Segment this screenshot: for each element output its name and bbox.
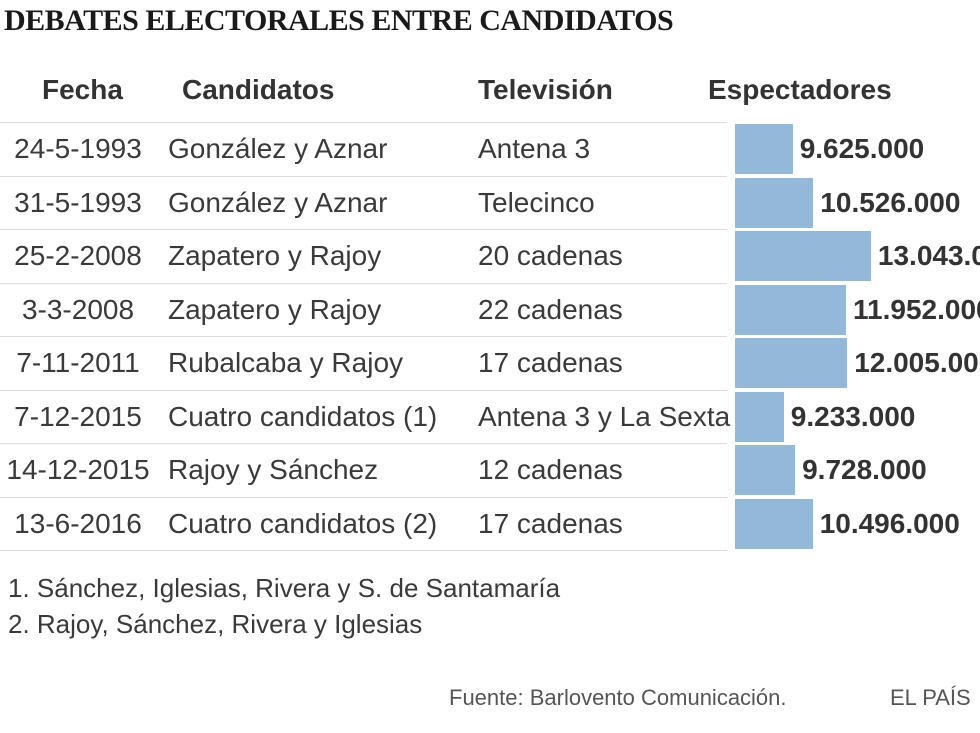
cell-fecha: 14-12-2015 — [6, 454, 150, 485]
row-divider — [0, 443, 727, 444]
row-divider — [0, 336, 727, 337]
cell-fecha: 3-3-2008 — [21, 293, 135, 325]
spectators-value-label: 12.005.000 — [854, 347, 980, 378]
cell-candidatos: González y Aznar — [168, 186, 388, 218]
spectators-bar — [735, 445, 796, 495]
table-row: 24-5-1993 González y Aznar Antena 3 9.625.0… — [0, 122, 980, 176]
cell-television: Antena 3 y La Sexta — [478, 400, 731, 432]
column-header-television: Televisión — [478, 74, 613, 105]
cell-television: 12 cadenas — [478, 454, 623, 485]
cell-television: 22 cadenas — [478, 293, 623, 325]
row-divider — [0, 122, 727, 123]
row-divider — [0, 389, 727, 391]
spectators-value-label: 9.233.000 — [790, 400, 916, 432]
cell-candidatos: González y Aznar — [168, 133, 388, 164]
cell-fecha: 24-5-1993 — [14, 133, 142, 164]
column-header-fecha: Fecha — [42, 74, 123, 105]
cell-television: 17 cadenas — [478, 347, 623, 378]
brand-logo: EL PAÍS — [890, 685, 971, 710]
row-divider — [0, 229, 727, 230]
spectators-bar — [735, 498, 813, 549]
cell-candidatos: Zapatero y Rajoy — [168, 293, 382, 325]
cell-television: 20 cadenas — [478, 240, 623, 271]
chart-title: DEBATES ELECTORALES ENTRE CANDIDATOS — [4, 4, 674, 37]
column-header-espectadores: Espectadores — [708, 74, 892, 105]
spectators-bar — [735, 391, 784, 442]
spectators-bar — [735, 124, 793, 174]
footnote-1: 1. Sánchez, Iglesias, Rivera y S. de San… — [8, 573, 561, 603]
cell-television: Antena 3 — [478, 133, 591, 164]
footnote-2: 2. Rajoy, Sánchez, Rivera y Iglesias — [8, 609, 423, 639]
cell-fecha: 7-12-2015 — [14, 400, 142, 432]
spectators-value-label: 10.526.000 — [820, 186, 961, 218]
cell-candidatos: Zapatero y Rajoy — [168, 240, 382, 271]
spectators-value-label: 11.952.000 — [853, 293, 980, 325]
cell-fecha: 31-5-1993 — [14, 186, 142, 218]
row-divider — [0, 175, 727, 177]
table-row: 13-6-2016 Cuatro candidatos (2) 17 cadenas… — [0, 496, 980, 551]
spectators-bar — [735, 177, 814, 228]
cell-television: Telecinco — [478, 186, 595, 218]
table-row: 31-5-1993 González y Aznar Telecinco 10.526… — [0, 175, 980, 230]
table-row: 7-11-2011 Rubalcaba y Rajoy 17 cadenas 12.0… — [0, 336, 980, 390]
cell-candidatos: Rubalcaba y Rajoy — [168, 347, 404, 378]
cell-fecha: 7-11-2011 — [16, 347, 140, 378]
row-divider — [0, 550, 727, 551]
spectators-bar — [735, 284, 846, 335]
row-divider — [0, 496, 727, 498]
spectators-value-label: 10.496.000 — [819, 507, 960, 539]
cell-television: 17 cadenas — [478, 507, 623, 539]
cell-fecha: 13-6-2016 — [14, 507, 142, 539]
cell-fecha: 25-2-2008 — [14, 240, 142, 271]
row-divider — [0, 282, 727, 284]
cell-candidatos: Cuatro candidatos (2) — [168, 507, 438, 539]
cell-candidatos: Cuatro candidatos (1) — [168, 400, 438, 432]
table-row: 25-2-2008 Zapatero y Rajoy 20 cadenas 13.04… — [0, 229, 980, 283]
source-note: Fuente: Barlovento Comunicación. — [449, 685, 787, 710]
spectators-value-label: 9.728.000 — [802, 454, 927, 485]
debates-table: 24-5-1993 González y Aznar Antena 3 9.625.0… — [0, 122, 980, 551]
spectators-bar — [735, 231, 871, 281]
spectators-bar — [735, 338, 848, 388]
table-row: 14-12-2015 Rajoy y Sánchez 12 cadenas 9.728… — [0, 443, 980, 497]
spectators-value-label: 13.043.000 — [877, 240, 980, 271]
cell-candidatos: Rajoy y Sánchez — [168, 454, 379, 485]
column-header-candidatos: Candidatos — [182, 74, 335, 105]
table-row: 3-3-2008 Zapatero y Rajoy 22 cadenas 11.952… — [0, 282, 980, 337]
spectators-value-label: 9.625.000 — [799, 133, 925, 164]
table-row: 7-12-2015 Cuatro candidatos (1) Antena 3 y… — [0, 389, 980, 444]
